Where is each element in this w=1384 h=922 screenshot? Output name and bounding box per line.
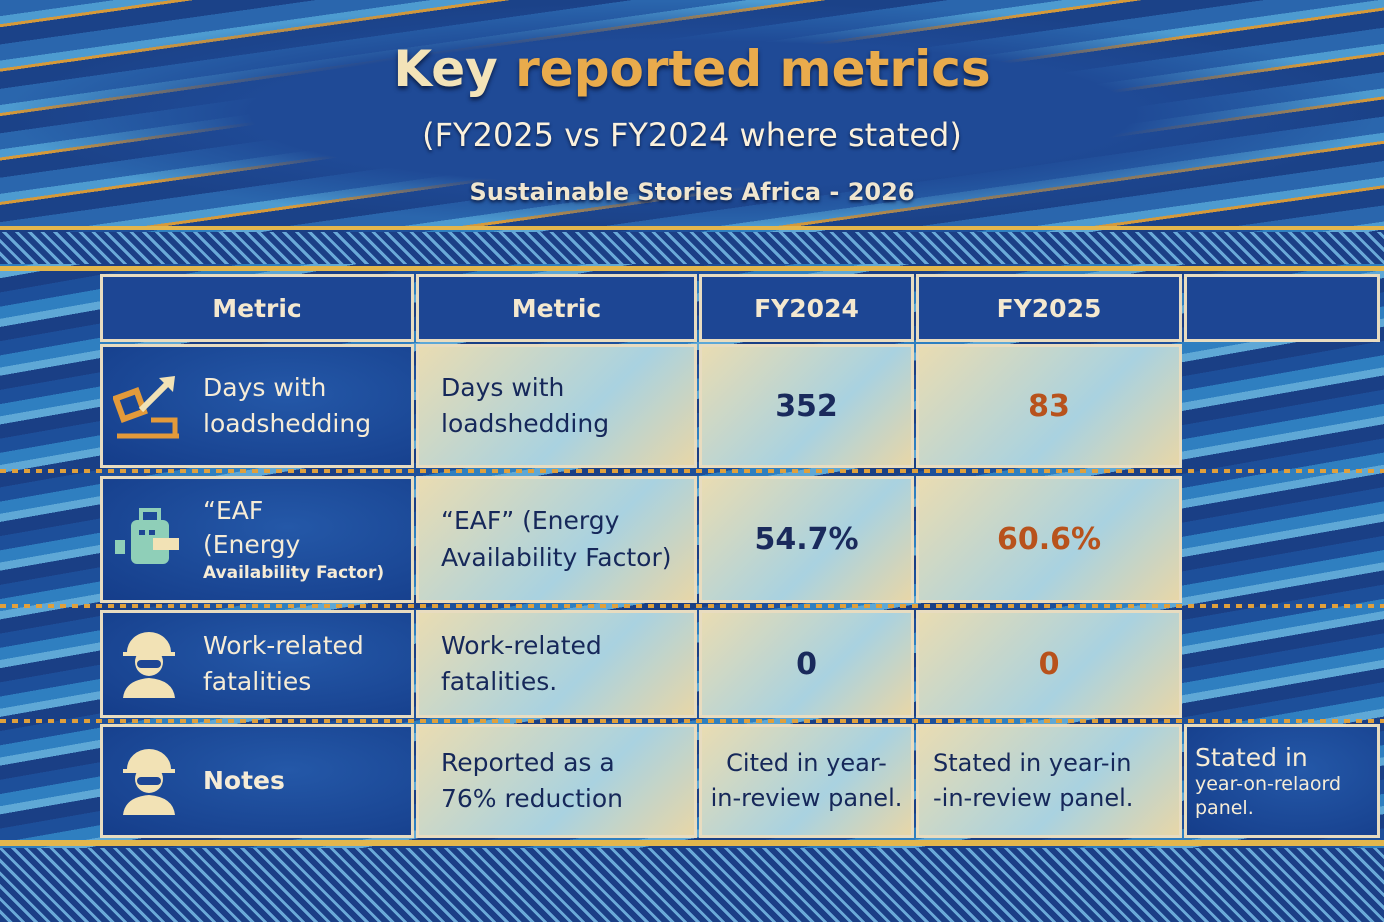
pattern-band-top (0, 232, 1384, 264)
notes-metric: Reported as a 76% reduction (416, 724, 697, 838)
worker-helmet-icon (123, 632, 175, 698)
notes-extra: Stated in year-on-relaord panel. (1184, 724, 1380, 838)
metric-cell: “EAF” (Energy Availability Factor) (416, 476, 697, 603)
worker-helmet-icon (123, 749, 175, 815)
fy2024-value: 54.7% (699, 476, 914, 603)
column-header: Metric (416, 274, 697, 342)
row-divider (0, 719, 1384, 723)
fy2024-value: 0 (699, 610, 914, 718)
fy2024-value: 352 (699, 344, 914, 468)
fy2025-value: 83 (916, 344, 1182, 468)
column-header: FY2025 (916, 274, 1182, 342)
divider (0, 840, 1384, 846)
notes-label: Notes (203, 765, 285, 795)
column-header: FY2024 (699, 274, 914, 342)
row-divider (0, 469, 1384, 473)
table-row-label: “EAF (Energy Availability Factor) (100, 476, 414, 603)
chart-arrow-icon (113, 376, 179, 439)
page-subtitle: (FY2025 vs FY2024 where stated) (422, 116, 962, 154)
divider (0, 266, 1384, 271)
notes-fy2024: Cited in year-in-review panel. (699, 724, 914, 838)
label-line: loadshedding (203, 409, 372, 438)
title-banner (0, 0, 1384, 228)
table-row-label: Notes (100, 724, 414, 838)
credit-line: Sustainable Stories Africa - 2026 (469, 178, 915, 206)
fy2025-value: 60.6% (916, 476, 1182, 603)
page-title: Key reported metrics (393, 40, 991, 98)
notes-fy2025: Stated in year-in -in-review panel. (916, 724, 1182, 838)
energy-plant-icon (115, 507, 179, 564)
divider (0, 226, 1384, 230)
fy2025-value: 0 (916, 610, 1182, 718)
pattern-band-bottom (0, 848, 1384, 922)
metric-cell: Days with loadshedding (416, 344, 697, 468)
column-header: Metric (100, 274, 414, 342)
column-header-blank (1184, 274, 1380, 342)
row-divider (0, 604, 1384, 608)
table-row-label: Work-related fatalities (100, 610, 414, 718)
table-row-label: Days with loadshedding (100, 344, 414, 468)
metric-cell: Work-related fatalities. (416, 610, 697, 718)
label-line: Days with (203, 372, 327, 402)
